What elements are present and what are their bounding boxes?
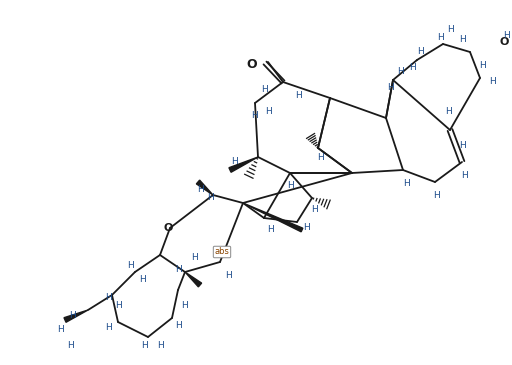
Text: H: H <box>287 181 293 189</box>
Text: H: H <box>126 261 133 269</box>
Text: H: H <box>387 84 393 92</box>
Text: H: H <box>316 154 324 162</box>
Text: H: H <box>142 341 148 350</box>
Text: H: H <box>462 170 468 180</box>
Text: H: H <box>197 185 203 195</box>
Text: H: H <box>265 108 271 116</box>
Text: H: H <box>410 64 416 73</box>
Text: O: O <box>246 58 257 72</box>
Text: H: H <box>312 205 318 215</box>
Text: H: H <box>157 341 163 350</box>
Text: H: H <box>434 191 440 200</box>
Text: H: H <box>175 265 181 274</box>
Polygon shape <box>185 272 202 287</box>
Text: H: H <box>115 300 121 310</box>
Polygon shape <box>197 180 213 195</box>
Polygon shape <box>243 203 303 232</box>
Text: H: H <box>479 61 485 69</box>
Text: H: H <box>104 323 112 333</box>
Text: H: H <box>139 276 145 284</box>
Text: H: H <box>459 35 465 45</box>
Text: H: H <box>437 34 443 42</box>
Text: H: H <box>231 158 239 166</box>
Text: O: O <box>500 37 509 47</box>
Polygon shape <box>229 157 258 172</box>
Text: H: H <box>67 341 73 350</box>
Text: H: H <box>251 111 259 119</box>
Text: H: H <box>175 320 181 330</box>
Text: H: H <box>459 141 465 150</box>
Text: H: H <box>57 326 63 334</box>
Text: H: H <box>417 47 423 57</box>
Polygon shape <box>64 310 88 322</box>
Text: H: H <box>294 91 302 100</box>
Text: H: H <box>267 226 273 234</box>
Text: H: H <box>69 311 75 319</box>
Text: H: H <box>488 77 496 87</box>
Text: H: H <box>104 293 112 303</box>
Text: O: O <box>163 223 173 233</box>
Text: H: H <box>402 178 410 188</box>
Text: H: H <box>304 223 310 233</box>
Text: H: H <box>182 300 188 310</box>
Text: H: H <box>262 85 268 95</box>
Text: H: H <box>504 31 510 39</box>
Text: H: H <box>191 254 198 262</box>
Text: abs: abs <box>215 247 229 257</box>
Text: H: H <box>444 108 452 116</box>
Text: H: H <box>397 68 403 77</box>
Text: H: H <box>446 26 453 35</box>
Text: H: H <box>207 193 214 203</box>
Text: H: H <box>225 270 231 280</box>
